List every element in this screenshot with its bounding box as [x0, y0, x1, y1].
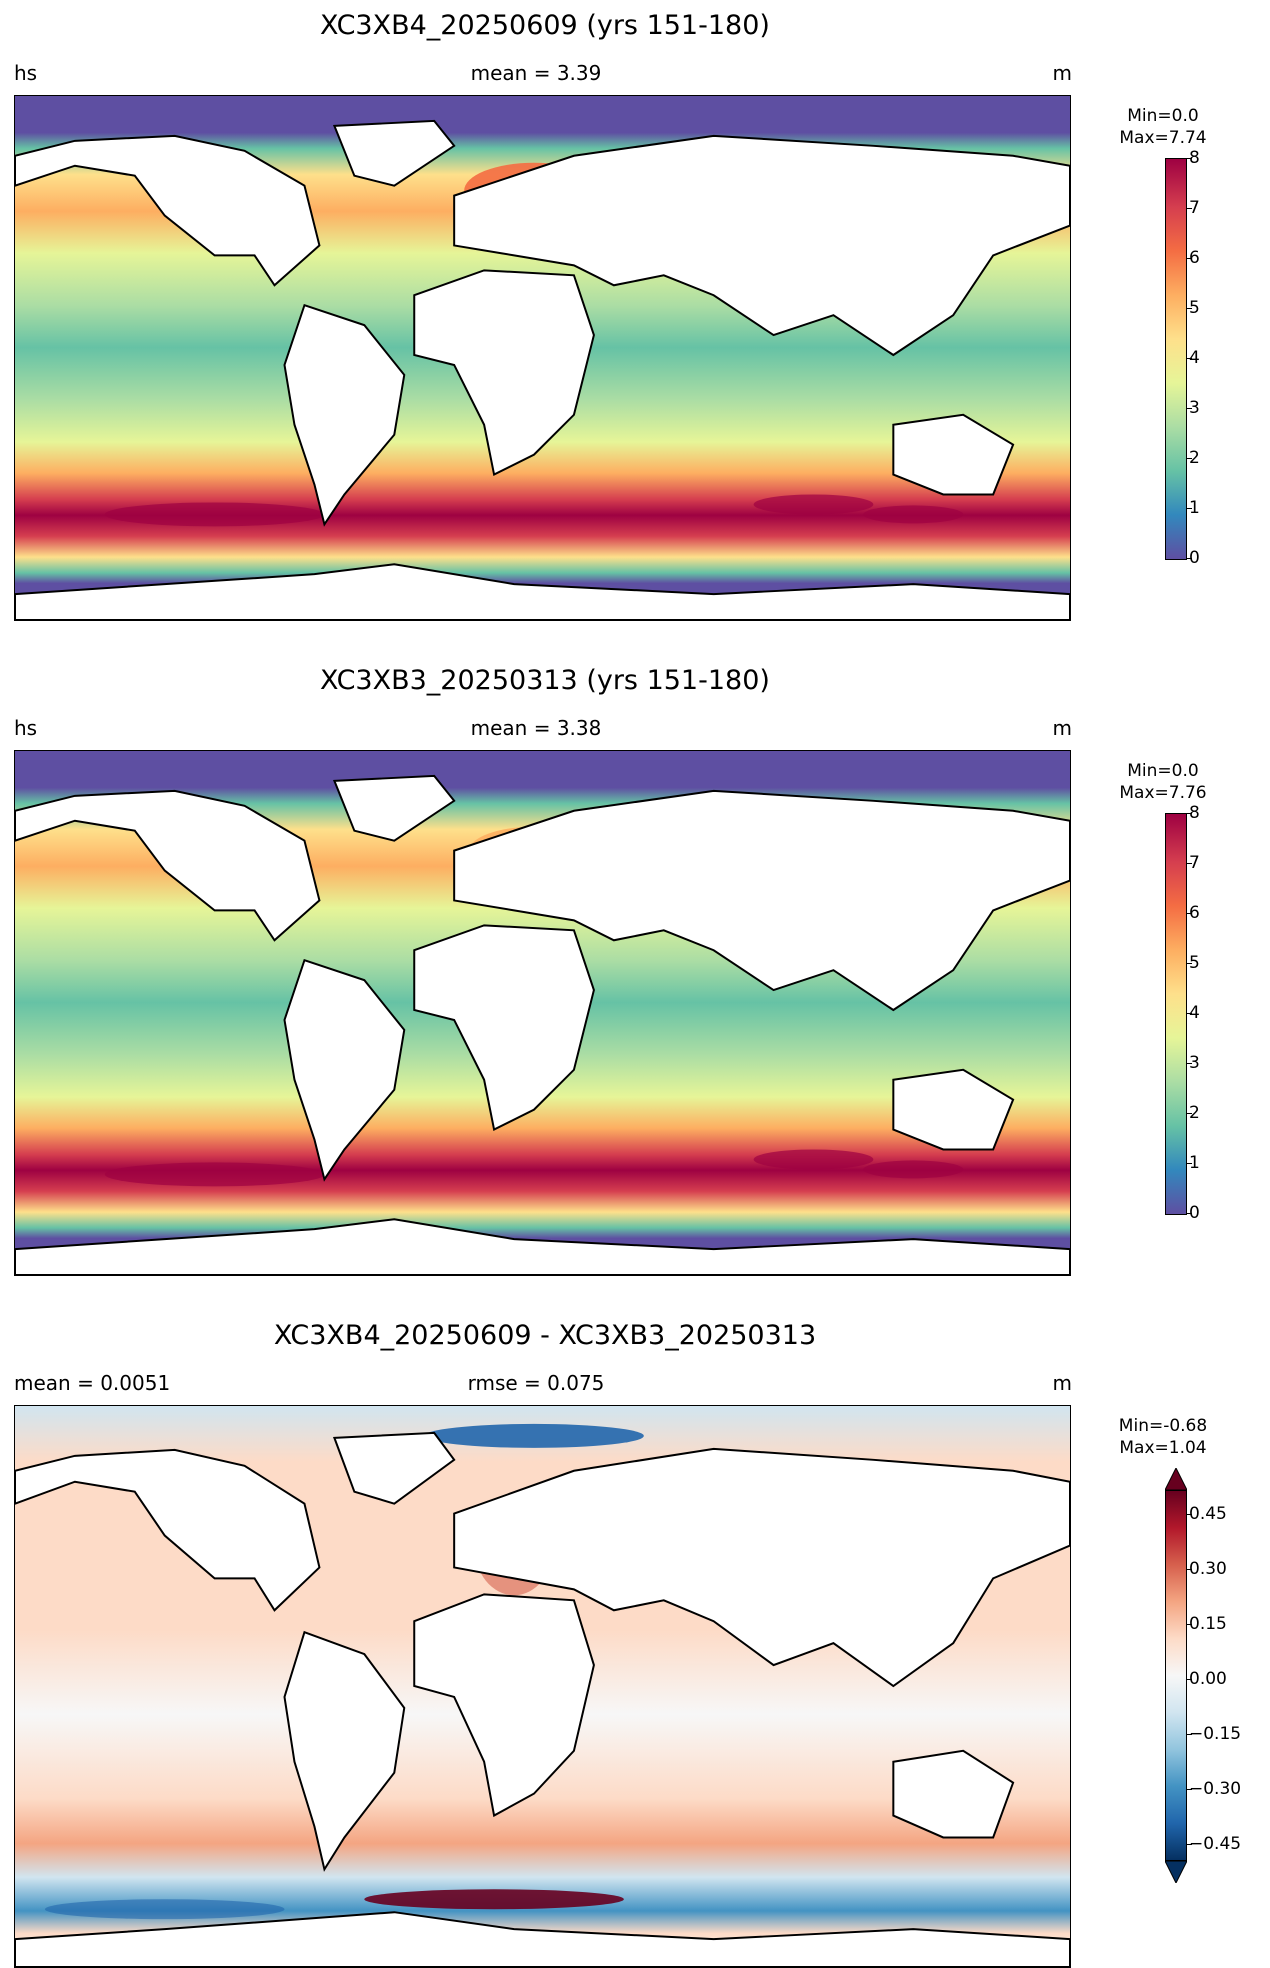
panel-title: XC3XB4_20250609 - XC3XB3_20250313	[273, 1320, 817, 1351]
colorbar-tick: 0.30	[1186, 1559, 1227, 1579]
colorbar-tick: 5	[1186, 953, 1200, 973]
wave-height-map	[14, 750, 1071, 1276]
colorbar-extend-top-icon	[1165, 1468, 1187, 1490]
variable-label: hs	[14, 716, 38, 740]
cbar-max: Max=7.76	[1119, 783, 1207, 803]
units-label: m	[1052, 1371, 1072, 1395]
colorbar-tick: 3	[1186, 398, 1200, 418]
colorbar-tick: −0.45	[1185, 1834, 1242, 1854]
colorbar	[1165, 813, 1187, 1215]
cbar-max: Max=7.74	[1119, 128, 1207, 148]
colorbar-tick: 7	[1186, 853, 1200, 873]
colorbar-tick: 2	[1186, 1103, 1200, 1123]
cbar-min: Min=0.0	[1127, 106, 1199, 126]
colorbar-tick: 1	[1186, 498, 1200, 518]
colorbar-tick: 0.45	[1186, 1504, 1227, 1524]
colorbar-tick: 5	[1186, 298, 1200, 318]
colorbar-tick: 0.15	[1186, 1614, 1227, 1634]
wave-height-map	[14, 95, 1071, 621]
panel-title: XC3XB3_20250313 (yrs 151-180)	[320, 665, 770, 696]
colorbar-tick: −0.15	[1185, 1724, 1242, 1744]
colorbar	[1165, 1490, 1187, 1861]
colorbar-tick: 8	[1186, 803, 1200, 823]
mean-label: mean = 3.38	[470, 716, 602, 740]
units-label: m	[1052, 716, 1072, 740]
variable-label: hs	[14, 61, 38, 85]
colorbar-extend-bottom-icon	[1165, 1861, 1187, 1883]
colorbar-tick: 1	[1186, 1153, 1200, 1173]
cbar-min: Min=-0.68	[1118, 1416, 1208, 1436]
units-label: m	[1052, 61, 1072, 85]
panel-title: XC3XB4_20250609 (yrs 151-180)	[320, 10, 770, 41]
colorbar-tick: 4	[1186, 348, 1200, 368]
colorbar-tick: 0.00	[1186, 1669, 1227, 1689]
colorbar-tick: 6	[1186, 903, 1200, 923]
rmse-label: rmse = 0.075	[467, 1371, 605, 1395]
colorbar-tick: 8	[1186, 148, 1200, 168]
colorbar	[1165, 158, 1187, 560]
mean-label: mean = 0.0051	[14, 1371, 171, 1395]
colorbar-tick: 6	[1186, 248, 1200, 268]
colorbar-tick: 2	[1186, 448, 1200, 468]
mean-label: mean = 3.39	[470, 61, 602, 85]
difference-map	[14, 1405, 1071, 1968]
cbar-min: Min=0.0	[1127, 761, 1199, 781]
colorbar-tick: −0.30	[1185, 1779, 1242, 1799]
cbar-max: Max=1.04	[1119, 1438, 1207, 1458]
colorbar-tick: 4	[1186, 1003, 1200, 1023]
colorbar-tick: 3	[1186, 1053, 1200, 1073]
colorbar-tick: 7	[1186, 198, 1200, 218]
colorbar-tick: 0	[1186, 548, 1200, 568]
colorbar-tick: 0	[1186, 1203, 1200, 1223]
